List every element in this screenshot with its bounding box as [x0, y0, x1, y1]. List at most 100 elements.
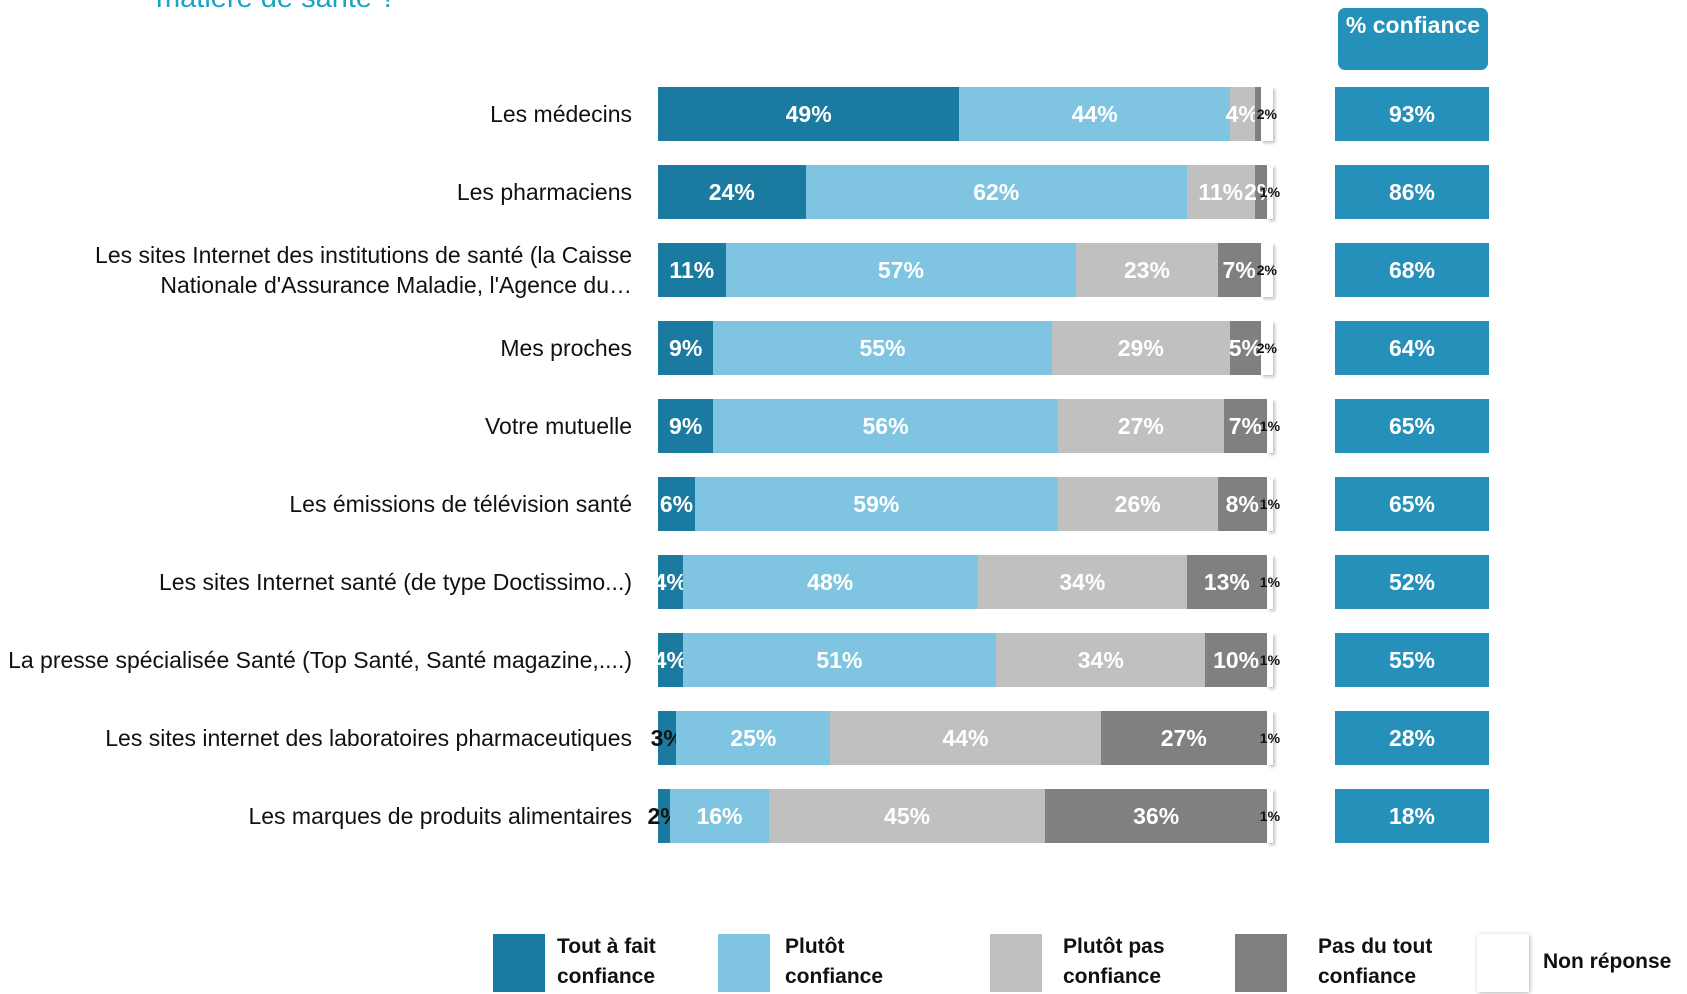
total-box: 55%	[1335, 633, 1489, 687]
legend-label: Tout à fait confiance	[557, 935, 656, 988]
data-label: 7%	[1222, 257, 1256, 283]
data-label: 11%	[1198, 179, 1244, 205]
data-label: 7%	[1228, 413, 1262, 439]
bar-segment	[713, 399, 1058, 453]
bar-segment	[658, 711, 677, 765]
data-label: 26%	[1114, 491, 1161, 517]
total-box: 65%	[1335, 477, 1489, 531]
data-label: 44%	[1071, 101, 1118, 127]
data-label: 34%	[1059, 569, 1106, 595]
data-label: 2%	[1256, 106, 1277, 122]
data-label: 16%	[696, 803, 743, 829]
legend-swatch	[493, 934, 545, 992]
category-label: La presse spécialisée Santé (Top Santé, …	[8, 647, 632, 673]
bar-segment	[682, 555, 978, 609]
legend-label: Plutôt confiance	[785, 935, 884, 988]
data-label: 1%	[1259, 808, 1281, 824]
data-label: 34%	[1077, 647, 1124, 673]
data-label: 49%	[785, 101, 832, 127]
category-label: Les médecins	[490, 101, 632, 127]
legend-label: Pas du tout confiance	[1318, 935, 1433, 988]
data-label: 11%	[669, 257, 715, 283]
bar-segment	[682, 633, 997, 687]
bar-segment	[670, 789, 769, 843]
data-label: 1%	[1259, 496, 1281, 512]
data-label: 13%	[1203, 569, 1250, 595]
data-label: 57%	[877, 257, 924, 283]
bar-segment	[1223, 399, 1267, 453]
data-label: 6%	[659, 491, 694, 517]
bar-segment	[694, 477, 1058, 531]
bar-segment	[658, 165, 806, 219]
bar-segment	[658, 243, 726, 297]
data-label: 4%	[653, 647, 687, 673]
total-box: 52%	[1335, 555, 1489, 609]
legend-label: Non réponse	[1543, 950, 1672, 973]
data-label: 9%	[669, 335, 703, 361]
total-box: 28%	[1335, 711, 1489, 765]
bar-segment	[1229, 87, 1255, 141]
bar-segment	[1186, 165, 1255, 219]
data-label: 56%	[862, 413, 909, 439]
data-label: 45%	[884, 803, 931, 829]
total-box: 93%	[1335, 87, 1489, 141]
data-label: 36%	[1133, 803, 1180, 829]
data-label: 62%	[973, 179, 1020, 205]
data-label: 5%	[1228, 335, 1262, 361]
bar-segment	[1260, 87, 1273, 141]
data-label: 9%	[669, 413, 703, 439]
bar-segment	[1217, 477, 1267, 531]
bar-segment	[1229, 321, 1261, 375]
chart-title: matière de santé ?	[156, 0, 396, 15]
data-label: 4%	[653, 569, 687, 595]
data-label: 1%	[1259, 730, 1281, 746]
category-label: Les sites Internet des institutions de s…	[95, 242, 632, 298]
bar-segment	[1254, 87, 1261, 141]
bar-segment	[1051, 321, 1230, 375]
data-label: 2%	[1256, 262, 1277, 278]
bar-segment	[1100, 711, 1267, 765]
bar-segment	[725, 243, 1077, 297]
data-label: 25%	[730, 725, 777, 751]
data-label: 4%	[1225, 101, 1259, 127]
data-label: 23%	[1123, 257, 1170, 283]
bar-segment	[658, 399, 714, 453]
bar-segment	[1076, 243, 1218, 297]
category-label: Les marques de produits alimentaires	[248, 803, 632, 829]
totals-header: % confiance	[1338, 8, 1488, 70]
total-box: 65%	[1335, 399, 1489, 453]
bar-segment	[959, 87, 1230, 141]
bar-segment	[658, 321, 714, 375]
bar-segment	[805, 165, 1187, 219]
bar-segment	[676, 711, 831, 765]
data-label: 44%	[942, 725, 989, 751]
bar-segment	[1045, 789, 1267, 843]
bar-segment	[1266, 399, 1273, 453]
bar-segment	[1057, 399, 1224, 453]
bar-segment	[1266, 711, 1273, 765]
data-label: 24%	[708, 179, 755, 205]
total-box: 68%	[1335, 243, 1489, 297]
bar-segment	[977, 555, 1187, 609]
bar-segment	[1260, 321, 1273, 375]
bar-segment	[1217, 243, 1261, 297]
bar-segment	[658, 789, 671, 843]
data-label: 51%	[816, 647, 863, 673]
legend-swatch	[990, 934, 1042, 992]
data-label: 27%	[1117, 413, 1164, 439]
bar-segment	[1205, 633, 1267, 687]
bar-segment	[830, 711, 1101, 765]
data-label: 1%	[1259, 418, 1281, 434]
bar-segment	[1260, 243, 1273, 297]
total-box: 86%	[1335, 165, 1489, 219]
legend-swatch	[1235, 934, 1287, 992]
bar-segment	[1266, 165, 1273, 219]
bar-segment	[768, 789, 1046, 843]
category-label: Mes proches	[500, 335, 632, 361]
data-label: 27%	[1160, 725, 1207, 751]
legend-swatch	[1477, 934, 1529, 992]
bar-segment	[658, 477, 695, 531]
bar-segment	[658, 555, 683, 609]
data-label: 10%	[1213, 647, 1260, 673]
